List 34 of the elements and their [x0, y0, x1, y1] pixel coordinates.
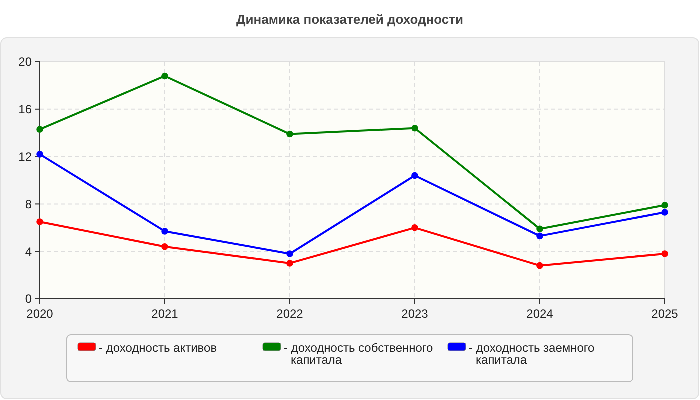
y-tick-label: 20 [18, 55, 32, 70]
x-tick-label: 2020 [26, 307, 54, 321]
point [662, 209, 668, 216]
x-tick-label: 2025 [652, 307, 679, 321]
chart-title: Динамика показателей доходности [236, 12, 464, 27]
point [412, 172, 418, 180]
legend-label: - доходность активов [99, 341, 218, 355]
y-tick-label: 0 [25, 292, 32, 306]
y-tick-label: 12 [18, 150, 32, 164]
point [536, 226, 544, 232]
point [286, 130, 294, 138]
x-tick-label: 2022 [276, 307, 304, 321]
x-tick-label: 2021 [152, 307, 179, 321]
point [286, 250, 294, 258]
x-tick-label: 2023 [402, 307, 429, 321]
point [286, 260, 294, 267]
x-tick-label: 2024 [526, 307, 554, 321]
point [536, 262, 544, 270]
point [36, 126, 44, 133]
y-tick-label: 4 [25, 244, 32, 259]
point [536, 232, 544, 240]
y-tick-label: 8 [25, 197, 32, 212]
point [412, 224, 418, 232]
point [162, 72, 168, 80]
point [412, 124, 418, 132]
y-tick-label: 16 [18, 102, 32, 117]
point [162, 228, 168, 235]
point [162, 243, 168, 250]
point [662, 250, 668, 258]
point [36, 218, 44, 226]
legend-label: - доходность собственного капитала [284, 341, 434, 367]
point [36, 151, 44, 158]
point [662, 202, 668, 209]
legend-label: - доходность заемного капитала [469, 341, 596, 367]
